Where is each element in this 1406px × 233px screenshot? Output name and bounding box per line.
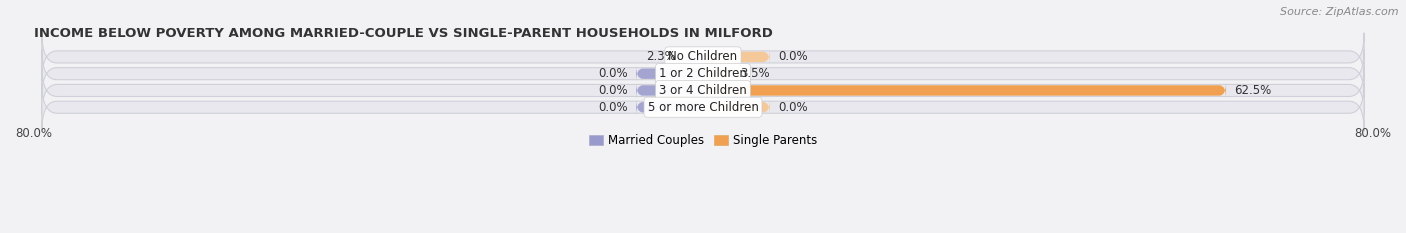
FancyBboxPatch shape xyxy=(636,82,703,99)
Text: 62.5%: 62.5% xyxy=(1234,84,1271,97)
Text: 3 or 4 Children: 3 or 4 Children xyxy=(659,84,747,97)
FancyBboxPatch shape xyxy=(683,49,703,65)
FancyBboxPatch shape xyxy=(42,50,1364,98)
Text: 5 or more Children: 5 or more Children xyxy=(648,101,758,114)
Text: INCOME BELOW POVERTY AMONG MARRIED-COUPLE VS SINGLE-PARENT HOUSEHOLDS IN MILFORD: INCOME BELOW POVERTY AMONG MARRIED-COUPL… xyxy=(34,27,772,40)
Text: No Children: No Children xyxy=(668,50,738,63)
FancyBboxPatch shape xyxy=(703,99,770,115)
Text: 0.0%: 0.0% xyxy=(598,67,627,80)
FancyBboxPatch shape xyxy=(42,66,1364,115)
Legend: Married Couples, Single Parents: Married Couples, Single Parents xyxy=(585,129,821,151)
Text: 0.0%: 0.0% xyxy=(779,101,808,114)
FancyBboxPatch shape xyxy=(703,65,733,82)
FancyBboxPatch shape xyxy=(636,99,703,115)
Text: 2.3%: 2.3% xyxy=(645,50,675,63)
FancyBboxPatch shape xyxy=(703,49,770,65)
Text: 0.0%: 0.0% xyxy=(779,50,808,63)
FancyBboxPatch shape xyxy=(42,33,1364,81)
Text: Source: ZipAtlas.com: Source: ZipAtlas.com xyxy=(1281,7,1399,17)
FancyBboxPatch shape xyxy=(636,65,703,82)
Text: 0.0%: 0.0% xyxy=(598,101,627,114)
FancyBboxPatch shape xyxy=(703,82,1226,99)
Text: 0.0%: 0.0% xyxy=(598,84,627,97)
FancyBboxPatch shape xyxy=(42,83,1364,131)
Text: 1 or 2 Children: 1 or 2 Children xyxy=(659,67,747,80)
Text: 3.5%: 3.5% xyxy=(741,67,770,80)
